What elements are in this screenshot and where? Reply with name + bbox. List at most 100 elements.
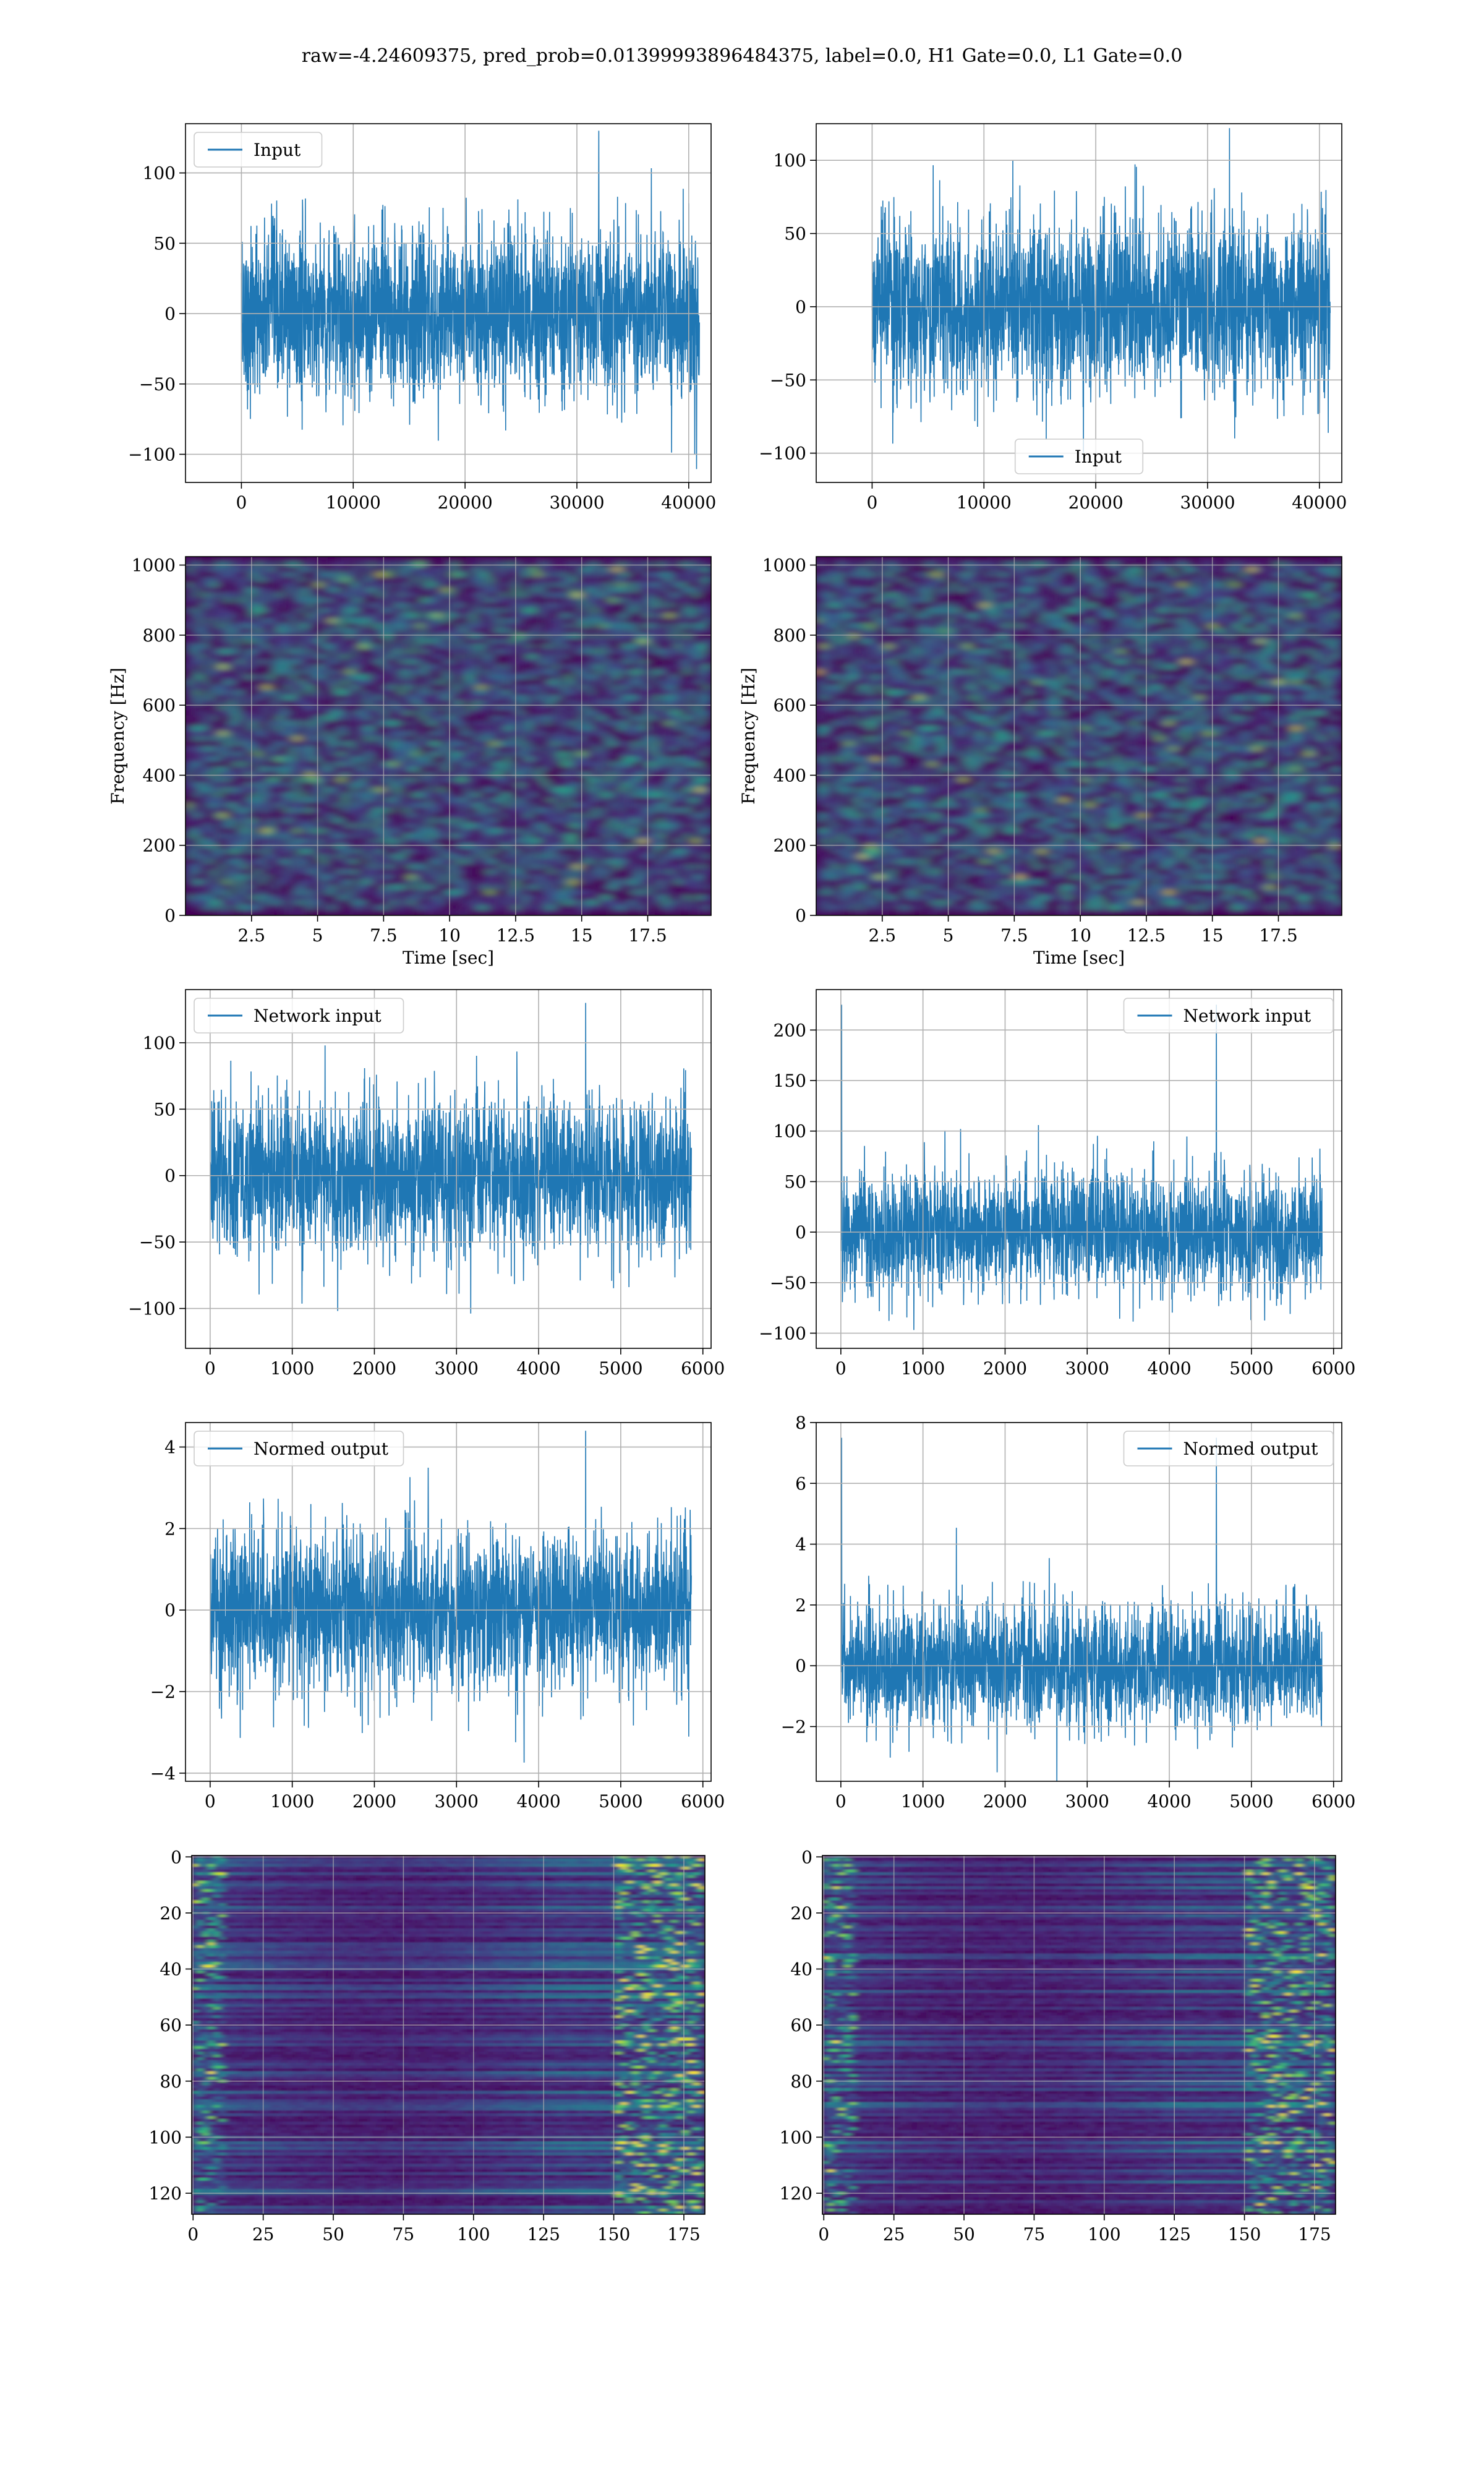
h1-input-y-tick-label: 0 — [164, 304, 176, 324]
h1-network-input-y-tick-label: −100 — [128, 1299, 176, 1319]
l1-spectrogram-x-axis-label: Time [sec] — [1033, 948, 1125, 968]
l1-normed-output-y-tick-label: 0 — [795, 1656, 806, 1676]
l1-network-input-legend-label: Network input — [1183, 1006, 1311, 1026]
h1-spectrogram-x-tick-label: 15 — [571, 925, 593, 946]
h1-network-input-legend-box — [194, 998, 404, 1034]
h1-spectrogram-x-axis-label: Time [sec] — [403, 948, 494, 968]
l1-spectrogram-y-tick-label: 600 — [774, 695, 806, 716]
l1-feature-map-x-tick-label: 25 — [883, 2224, 905, 2245]
h1-feature-map-axes-frame — [191, 1855, 706, 2215]
h1-network-input-series-line — [210, 1003, 692, 1314]
h1-normed-output-x-tick-label: 6000 — [681, 1791, 725, 1812]
l1-normed-output-y-tick-label: −2 — [781, 1717, 806, 1737]
h1-spectrogram-cells — [186, 557, 711, 915]
l1-network-input-y-tick-label: 50 — [784, 1171, 806, 1192]
l1-network-input-legend-box — [1123, 998, 1334, 1034]
panel-h1-input: 0 10000 20000 30000 40000 −100 −50 0 50 100 Input — [128, 123, 716, 513]
h1-spectrogram-y-tick-label: 600 — [143, 695, 176, 716]
l1-feature-map-x-tick-label: 100 — [1088, 2224, 1120, 2245]
h1-spectrogram-x-tick-label: 5 — [312, 925, 323, 946]
l1-input-series-line — [871, 128, 1331, 459]
h1-feature-map-x-tick-label: 75 — [393, 2224, 415, 2245]
h1-normed-output-y-tick-label: −2 — [150, 1682, 176, 1702]
h1-network-input-y-tick-label: 0 — [164, 1166, 176, 1186]
h1-feature-map-x-tick-label: 125 — [527, 2224, 560, 2245]
l1-feature-map-y-tick-label: 100 — [780, 2127, 812, 2147]
l1-input-y-tick-label: −50 — [770, 370, 806, 390]
h1-feature-map-x-tick-label: 50 — [322, 2224, 344, 2245]
h1-spectrogram-y-tick-label: 800 — [143, 625, 176, 646]
l1-input-y-tick-label: 50 — [784, 224, 806, 244]
l1-network-input-x-tick-label: 1000 — [901, 1358, 945, 1379]
h1-input-x-tick-label: 20000 — [438, 492, 493, 513]
l1-feature-map-x-tick-label: 125 — [1158, 2224, 1190, 2245]
h1-input-grid — [186, 124, 711, 482]
l1-spectrogram-y-tick-label: 200 — [774, 836, 806, 856]
l1-network-input-y-tick-label: −100 — [759, 1323, 806, 1343]
h1-network-input-x-tick-label: 0 — [205, 1358, 216, 1379]
l1-network-input-grid — [816, 990, 1342, 1348]
l1-feature-map-axes-frame — [822, 1855, 1336, 2215]
l1-normed-output-legend-label: Normed output — [1183, 1439, 1319, 1459]
l1-input-x-tick-label: 30000 — [1180, 492, 1235, 513]
l1-input-legend: Input — [1014, 439, 1144, 474]
l1-normed-output-legend-box — [1123, 1431, 1334, 1466]
l1-network-input-x-tick-label: 4000 — [1147, 1358, 1191, 1379]
h1-feature-map-y-tick-label: 20 — [160, 1903, 182, 1924]
h1-normed-output-x-tick-label: 4000 — [516, 1791, 560, 1812]
l1-network-input-x-tick-label: 5000 — [1229, 1358, 1273, 1379]
h1-input-series-line — [241, 131, 700, 469]
l1-feature-map-y-tick-label: 120 — [780, 2183, 812, 2204]
h1-network-input-y-tick-label: −50 — [139, 1232, 176, 1252]
h1-spectrogram-x-tick-label: 12.5 — [497, 925, 535, 946]
l1-feature-map-grid — [822, 1856, 1336, 2214]
h1-network-input-y-tick-label: 50 — [153, 1099, 176, 1119]
l1-normed-output-x-tick-label: 2000 — [983, 1791, 1027, 1812]
h1-normed-output-legend: Normed output — [194, 1431, 404, 1466]
h1-spectrogram-x-tick-label: 17.5 — [628, 925, 667, 946]
h1-network-input-y-tick-label: 100 — [143, 1033, 176, 1053]
h1-input-y-tick-label: 50 — [153, 233, 176, 254]
panel-l1-input: 0 10000 20000 30000 40000 −100 −50 0 50 100 Input — [759, 123, 1347, 513]
l1-input-y-tick-label: 0 — [795, 297, 806, 317]
h1-network-input-axes-frame — [185, 989, 712, 1349]
l1-input-x-tick-label: 10000 — [957, 492, 1012, 513]
l1-input-legend-box — [1014, 439, 1144, 474]
h1-normed-output-series-line — [210, 1431, 692, 1763]
h1-normed-output-x-tick-label: 0 — [205, 1791, 216, 1812]
l1-feature-map-x-tick-label: 75 — [1023, 2224, 1046, 2245]
l1-feature-map-y-tick-label: 20 — [790, 1903, 812, 1924]
h1-spectrogram-y-tick-label: 200 — [143, 836, 176, 856]
l1-normed-output-series-line — [840, 1437, 1323, 1781]
h1-feature-map-y-tick-label: 100 — [149, 2127, 182, 2147]
panel-h1-feature-map: 0 25 50 75 100 125 150 175 0 20 40 60 80 100 120 — [149, 1847, 706, 2245]
h1-feature-map-x-tick-label: 175 — [667, 2224, 700, 2245]
h1-normed-output-x-tick-label: 5000 — [599, 1791, 642, 1812]
l1-normed-output-axes-frame — [816, 1422, 1342, 1782]
l1-input-legend-label: Input — [1075, 447, 1122, 467]
l1-spectrogram-y-tick-label: 1000 — [762, 555, 806, 576]
h1-spectrogram-y-axis-label: Frequency [Hz] — [108, 667, 128, 804]
h1-network-input-grid — [186, 990, 711, 1348]
h1-normed-output-legend-box — [194, 1431, 404, 1466]
h1-normed-output-y-tick-label: 4 — [164, 1437, 176, 1458]
l1-input-axes-frame — [816, 123, 1342, 483]
h1-network-input-legend: Network input — [194, 998, 404, 1034]
h1-feature-map-y-tick-label: 60 — [160, 2015, 182, 2035]
l1-network-input-y-tick-label: −50 — [770, 1273, 806, 1293]
h1-network-input-x-tick-label: 2000 — [352, 1358, 396, 1379]
l1-normed-output-x-tick-label: 6000 — [1311, 1791, 1355, 1812]
h1-spectrogram-y-tick-label: 1000 — [132, 555, 176, 576]
l1-network-input-y-tick-label: 200 — [774, 1020, 806, 1040]
h1-feature-map-y-tick-label: 0 — [171, 1847, 182, 1867]
h1-input-axes-frame — [185, 123, 712, 483]
h1-feature-map-grid — [192, 1856, 705, 2214]
l1-spectrogram-y-axis-label: Frequency [Hz] — [738, 667, 759, 804]
l1-normed-output-x-tick-label: 0 — [835, 1791, 846, 1812]
l1-input-x-tick-label: 40000 — [1292, 492, 1347, 513]
l1-spectrogram-axes-frame — [816, 556, 1342, 916]
l1-feature-map-x-tick-label: 150 — [1228, 2224, 1261, 2245]
l1-feature-map-y-tick-label: 60 — [790, 2015, 812, 2035]
l1-spectrogram-y-tick-label: 400 — [774, 765, 806, 785]
l1-spectrogram-x-tick-label: 12.5 — [1127, 925, 1166, 946]
